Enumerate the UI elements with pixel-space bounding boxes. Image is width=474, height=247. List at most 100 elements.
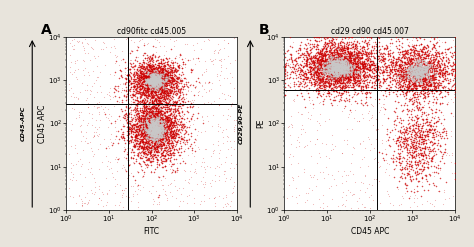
Point [419, 157, 427, 161]
Point [290, 154, 297, 158]
Point [156, 135, 164, 139]
Point [175, 127, 183, 131]
Point [163, 76, 171, 80]
Point [413, 78, 421, 82]
Point [403, 73, 411, 77]
Point [218, 162, 225, 166]
Point [294, 75, 301, 79]
Point [157, 70, 165, 74]
Point [335, 79, 342, 83]
Point [155, 61, 163, 65]
Point [380, 70, 388, 74]
Point [176, 90, 184, 94]
Point [410, 68, 418, 72]
Point [332, 52, 340, 56]
Point [155, 61, 163, 65]
Point [146, 113, 154, 117]
Point [301, 46, 308, 50]
Point [154, 126, 162, 130]
Point [159, 76, 166, 80]
Point [148, 155, 156, 159]
Point [153, 118, 161, 122]
Point [145, 107, 152, 111]
Point [140, 170, 148, 174]
Point [408, 73, 415, 77]
Point [410, 142, 417, 146]
Point [169, 91, 177, 95]
Point [146, 65, 154, 69]
Point [157, 88, 164, 92]
Point [158, 132, 166, 136]
Point [323, 59, 330, 63]
Point [157, 85, 165, 89]
Point [421, 61, 428, 65]
Point [405, 166, 412, 170]
Point [420, 161, 428, 165]
Point [378, 55, 386, 59]
Point [171, 132, 178, 136]
Point [153, 78, 161, 82]
Point [210, 196, 218, 200]
Point [224, 113, 231, 117]
Point [328, 60, 336, 64]
Point [426, 124, 434, 128]
Point [415, 69, 423, 73]
Point [167, 88, 175, 92]
Point [328, 70, 335, 74]
Point [173, 68, 181, 72]
Point [346, 75, 354, 79]
Point [312, 67, 319, 71]
Point [139, 139, 147, 143]
Point [345, 64, 352, 68]
Point [122, 72, 129, 76]
Point [395, 74, 402, 78]
Point [150, 77, 158, 81]
Point [148, 132, 156, 136]
Point [419, 81, 427, 85]
Point [151, 105, 159, 109]
Point [189, 67, 196, 71]
Point [415, 73, 423, 77]
Point [150, 130, 158, 134]
Point [447, 71, 455, 75]
Point [127, 77, 135, 81]
Point [346, 66, 354, 70]
Point [147, 114, 155, 118]
Point [402, 125, 410, 129]
Point [160, 94, 168, 98]
Point [407, 62, 415, 66]
Point [415, 131, 422, 135]
Point [147, 90, 155, 94]
Point [130, 130, 137, 134]
Point [144, 68, 152, 72]
Point [331, 67, 338, 71]
Point [451, 69, 458, 73]
Point [325, 72, 332, 76]
Point [435, 62, 442, 65]
Point [155, 77, 162, 81]
Point [411, 66, 419, 70]
Point [153, 128, 160, 132]
Point [111, 177, 118, 181]
Point [154, 107, 162, 111]
Point [226, 62, 234, 65]
Point [399, 71, 407, 75]
Point [338, 63, 346, 67]
Point [148, 73, 156, 77]
Point [428, 67, 435, 71]
Point [149, 76, 156, 80]
Point [143, 112, 150, 116]
Point [420, 62, 428, 65]
Point [152, 76, 160, 80]
Point [333, 57, 341, 61]
Point [191, 126, 199, 130]
Point [380, 63, 387, 67]
Point [330, 62, 337, 66]
Point [330, 63, 337, 67]
Point [325, 59, 333, 63]
Point [396, 130, 403, 134]
Point [161, 121, 168, 125]
Point [158, 81, 165, 85]
Point [144, 140, 152, 144]
Point [153, 124, 161, 128]
